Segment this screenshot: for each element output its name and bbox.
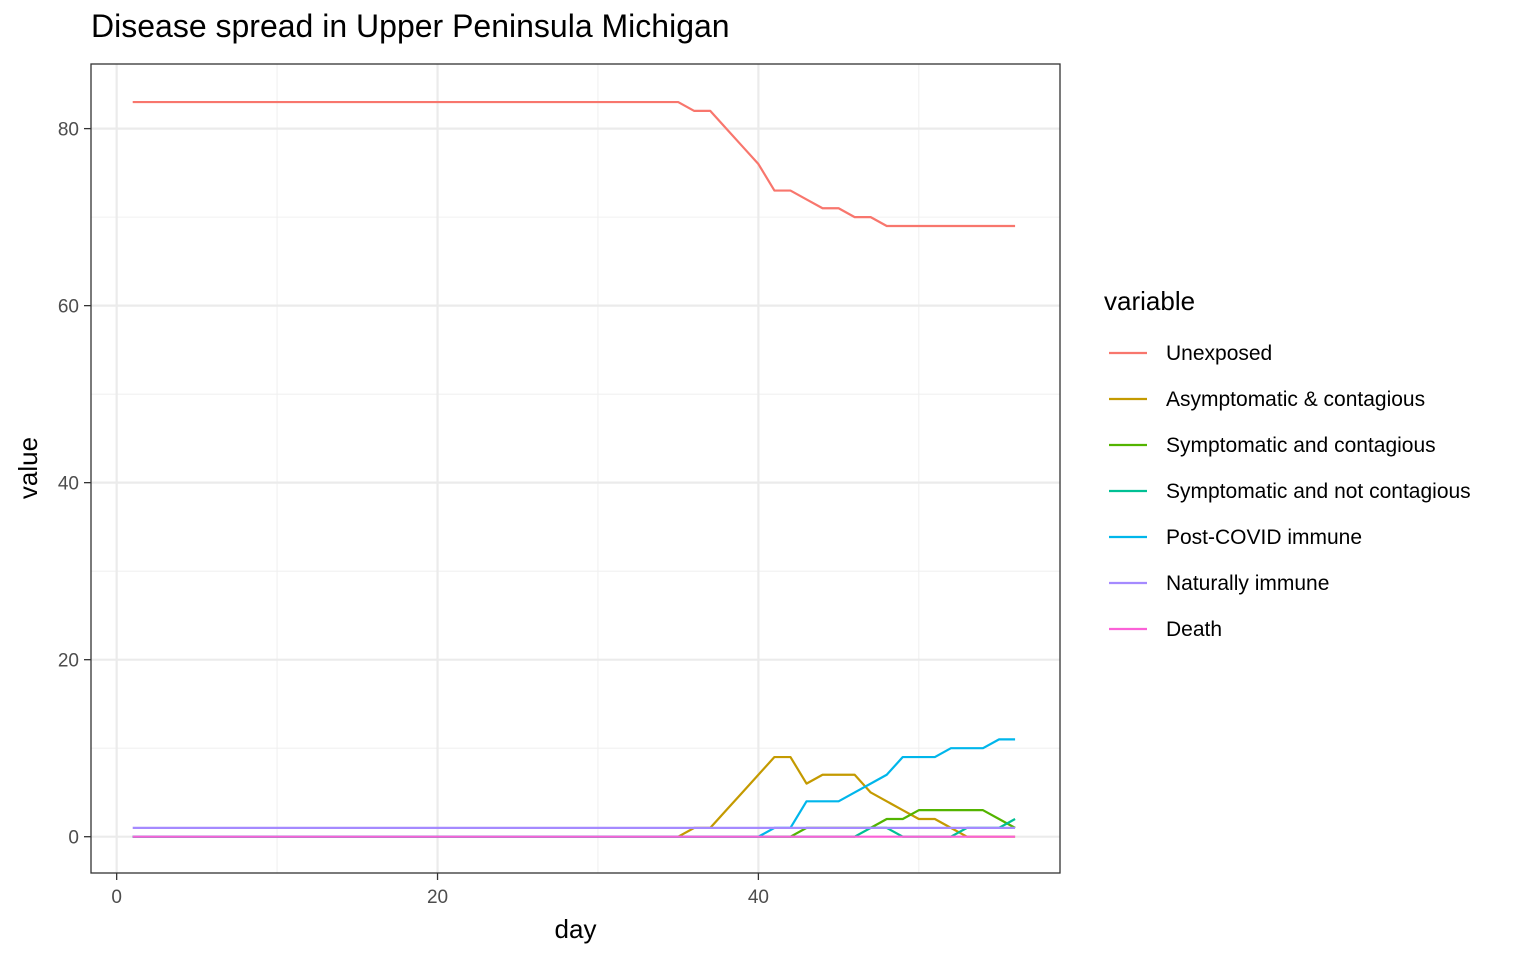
legend-items: Unexposed Asymptomatic & contagious Sympto… <box>1109 342 1471 641</box>
legend-item-death: Death <box>1109 618 1222 641</box>
y-tick-label: 20 <box>58 651 79 672</box>
legend-title: variable <box>1104 286 1195 316</box>
y-tick-label: 40 <box>58 474 79 495</box>
legend-item-naturally-immune: Naturally immune <box>1109 572 1329 595</box>
legend-item-unexposed: Unexposed <box>1109 342 1272 365</box>
legend-label: Death <box>1166 618 1222 641</box>
plot-panel <box>91 64 1060 873</box>
legend-label: Symptomatic and not contagious <box>1166 480 1471 503</box>
legend-item-post-covid-immune: Post-COVID immune <box>1109 526 1362 549</box>
x-axis-title: day <box>555 914 597 944</box>
legend-label: Asymptomatic & contagious <box>1166 388 1425 411</box>
legend-label: Naturally immune <box>1166 572 1329 595</box>
legend-label: Unexposed <box>1166 342 1272 365</box>
x-tick-label: 0 <box>111 887 122 908</box>
legend-item-asymptomatic-contagious: Asymptomatic & contagious <box>1109 388 1425 411</box>
legend-item-symptomatic-and-not-contagious: Symptomatic and not contagious <box>1109 480 1471 503</box>
series-line-unexposed <box>132 100 1016 228</box>
x-axis: 0 20 40 <box>111 873 769 908</box>
plot-border <box>90 63 1061 874</box>
y-tick-label: 0 <box>68 828 79 849</box>
legend-item-symptomatic-and-contagious: Symptomatic and contagious <box>1109 434 1436 457</box>
y-axis: 0 20 40 60 80 <box>58 120 91 849</box>
legend-label: Symptomatic and contagious <box>1166 434 1436 457</box>
legend: variable Unexposed Asymptomatic & contagi… <box>1104 286 1471 641</box>
minor-gridlines <box>91 64 1060 873</box>
y-axis-title: value <box>13 437 43 499</box>
x-tick-label: 40 <box>748 887 769 908</box>
chart-title: Disease spread in Upper Peninsula Michig… <box>91 8 730 44</box>
series-lines <box>132 100 1016 838</box>
legend-label: Post-COVID immune <box>1166 526 1362 549</box>
y-tick-label: 80 <box>58 120 79 141</box>
x-tick-label: 20 <box>427 887 448 908</box>
y-tick-label: 60 <box>58 297 79 318</box>
